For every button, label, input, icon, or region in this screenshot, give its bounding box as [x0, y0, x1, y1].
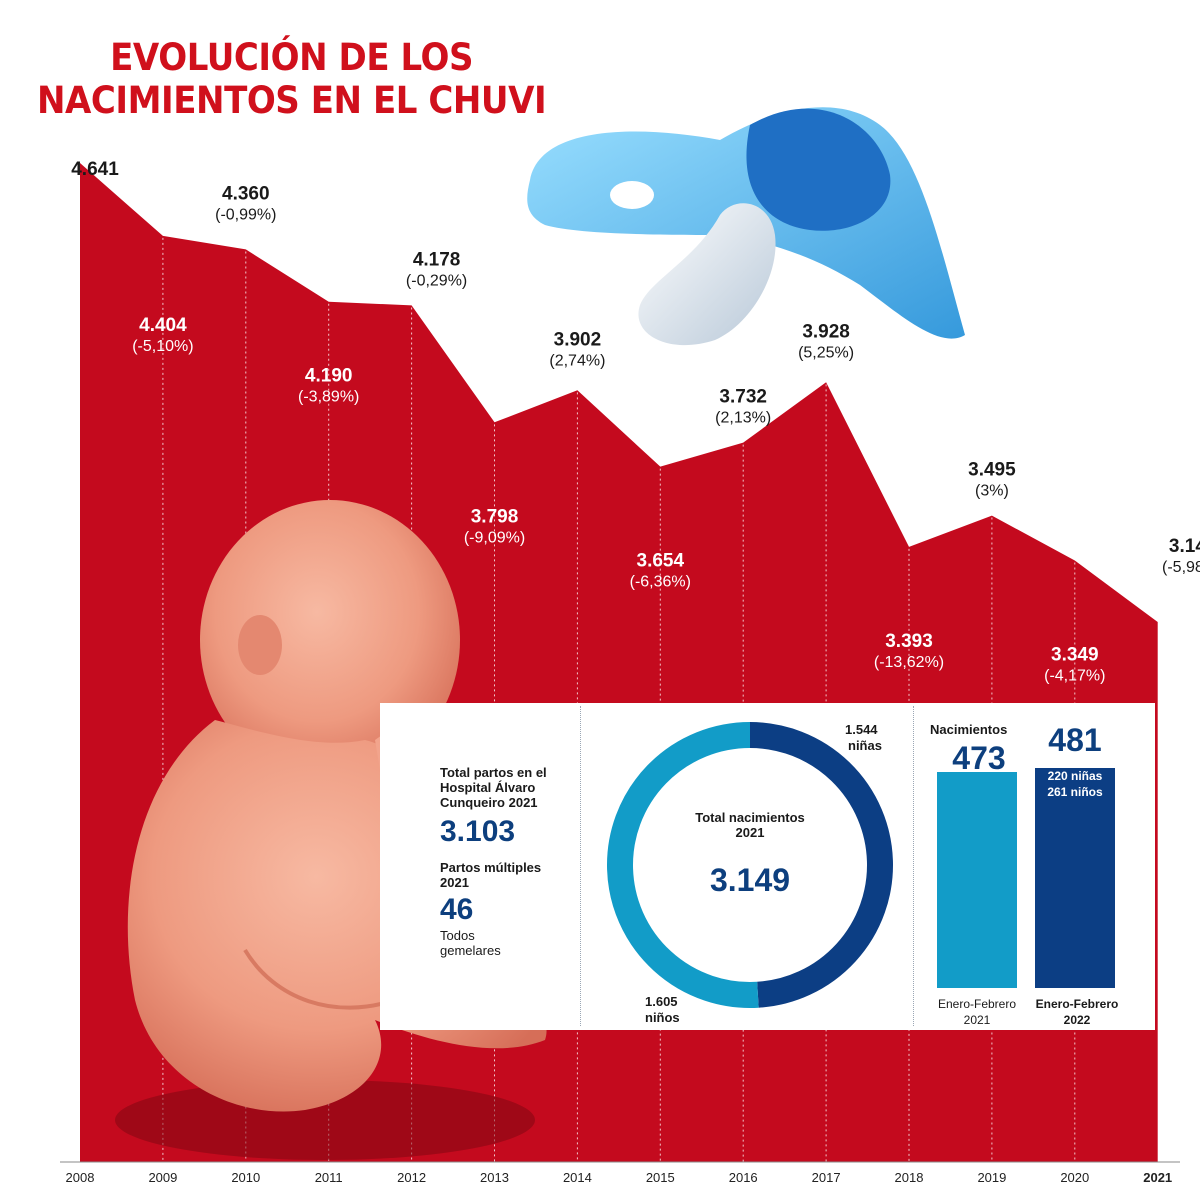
bar-2021-label-2: 2021	[963, 1013, 991, 1027]
x-tick-2020: 2020	[1060, 1170, 1089, 1185]
change-label-2009: (-5,10%)	[132, 338, 193, 355]
total-partos-value: 3.103	[440, 815, 516, 848]
bar-2021-label-1: Enero-Febrero	[937, 997, 1017, 1011]
change-label-2017: (5,25%)	[798, 344, 854, 361]
change-label-2013: (-9,09%)	[464, 529, 525, 546]
value-label-2010: 4.360	[222, 183, 270, 204]
x-tick-2014: 2014	[563, 1170, 592, 1185]
x-tick-2019: 2019	[977, 1170, 1006, 1185]
info-panel	[380, 703, 1155, 1030]
partos-multiples-label: Partos múltiples 2021	[440, 860, 542, 890]
change-label-2019: (3%)	[975, 483, 1009, 500]
change-label-2020: (-4,17%)	[1044, 667, 1105, 684]
change-label-2012: (-0,29%)	[406, 272, 467, 289]
change-label-2018: (-13,62%)	[874, 654, 944, 671]
value-label-2013: 3.798	[471, 506, 519, 527]
change-label-2014: (2,74%)	[549, 352, 605, 369]
bar-2022-value: 481	[1048, 722, 1102, 758]
girls-label: niñas	[848, 738, 882, 753]
value-label-2019: 3.495	[968, 460, 1016, 481]
x-tick-2015: 2015	[646, 1170, 675, 1185]
title-line-2: NACIMIENTOS EN EL CHUVI	[36, 79, 547, 122]
donut-slice-niñas	[749, 722, 893, 1008]
bar-2022-girls: 220 niñas	[1047, 769, 1103, 783]
bar-2022	[1035, 768, 1115, 988]
x-tick-2016: 2016	[729, 1170, 758, 1185]
boys-value: 1.605	[645, 994, 678, 1009]
x-tick-2021: 2021	[1143, 1170, 1172, 1185]
donut-center-label: Total nacimientos 2021	[695, 810, 805, 840]
pacifier-icon	[527, 107, 965, 346]
donut-center-value: 3.149	[709, 862, 791, 898]
value-label-2011: 4.190	[305, 366, 353, 387]
value-label-2017: 3.928	[802, 321, 850, 342]
partos-multiples-value: 46	[440, 893, 474, 926]
x-axis: 2008 2009 2010 2011 2012 2013 2014 2015 2016 2017…	[60, 1161, 1180, 1185]
x-tick-2009: 2009	[148, 1170, 177, 1185]
x-tick-2018: 2018	[895, 1170, 924, 1185]
page-title: EVOLUCIÓN DE LOS NACIMIENTOS EN EL CHUVI	[34, 36, 549, 122]
change-label-2021: (-5,98%)	[1162, 559, 1200, 576]
value-label-2018: 3.393	[885, 631, 933, 652]
bar-2022-label-1: Enero-Febrero	[1035, 997, 1119, 1011]
value-label-2012: 4.178	[413, 249, 461, 270]
change-label-2016: (2,13%)	[715, 410, 771, 427]
bar-2022-boys: 261 niños	[1047, 785, 1103, 799]
value-label-2020: 3.349	[1051, 644, 1099, 665]
panel-divider	[913, 706, 914, 1026]
girls-value: 1.544	[845, 722, 878, 737]
x-tick-2013: 2013	[480, 1170, 509, 1185]
partos-multiples-note: Todos gemelares	[440, 928, 501, 958]
value-label-2016: 3.732	[719, 387, 767, 408]
boys-label: niños	[645, 1010, 680, 1025]
total-partos-label: Total partos en el Hospital Álvaro Cunqu…	[440, 765, 547, 810]
value-labels: 4.641 4.404 (-5,10%) 4.360 (-0,99%) 4.190 (-3,…	[71, 159, 1200, 684]
x-tick-2017: 2017	[812, 1170, 841, 1185]
value-label-2015: 3.654	[637, 551, 685, 572]
value-label-2014: 3.902	[554, 329, 602, 350]
x-tick-2008: 2008	[66, 1170, 95, 1185]
panel-divider	[580, 706, 581, 1026]
value-label-2009: 4.404	[139, 315, 187, 336]
change-label-2010: (-0,99%)	[215, 206, 276, 223]
change-label-2015: (-6,36%)	[630, 574, 691, 591]
change-label-2011: (-3,89%)	[298, 389, 359, 406]
title-line-1: EVOLUCIÓN DE LOS	[110, 36, 474, 79]
x-tick-2012: 2012	[397, 1170, 426, 1185]
bar-2021-value: 473	[952, 740, 1006, 776]
x-tick-2010: 2010	[231, 1170, 260, 1185]
x-tick-2011: 2011	[315, 1170, 343, 1185]
bar-2021	[937, 771, 1017, 988]
comparison-heading: Nacimientos	[930, 722, 1008, 737]
value-label-2008: 4.641	[71, 159, 119, 180]
value-label-2021: 3.149	[1169, 536, 1200, 557]
births-donut-chart	[607, 722, 893, 1008]
donut-slice-niños	[607, 722, 759, 1008]
bar-2022-label-2: 2022	[1063, 1013, 1091, 1027]
